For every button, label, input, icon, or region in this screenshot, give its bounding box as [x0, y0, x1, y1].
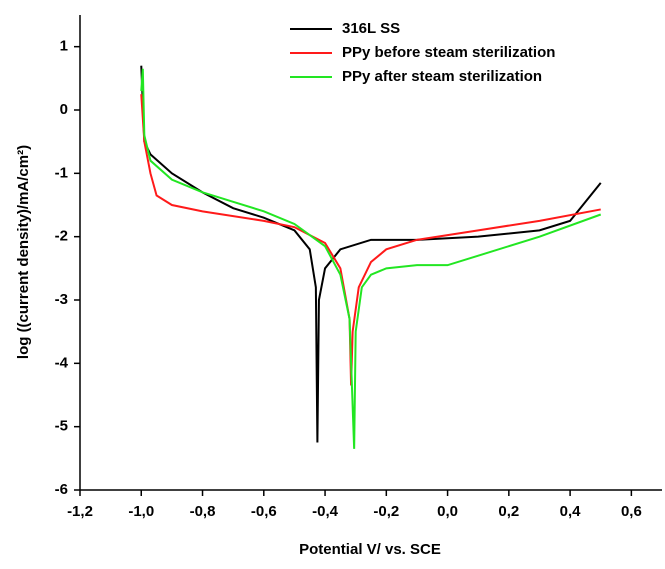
x-tick-label: -0,6 [251, 503, 277, 520]
y-tick-label: 1 [60, 38, 68, 55]
series-line [140, 65, 602, 443]
x-tick-label: 0,0 [437, 503, 458, 520]
series-line [140, 68, 602, 449]
legend-label: 316L SS [342, 20, 400, 37]
y-axis-label: log ((current density)/mA/cm²) [15, 145, 32, 359]
x-tick-label: -0,2 [373, 503, 399, 520]
y-tick-label: -4 [55, 354, 69, 371]
y-tick-label: -5 [55, 418, 68, 435]
legend-label: PPy before steam sterilization [342, 44, 555, 61]
y-tick-label: -6 [55, 481, 68, 498]
x-tick-label: -1,2 [67, 503, 93, 520]
y-tick-label: -3 [55, 291, 68, 308]
y-tick-label: 0 [60, 101, 68, 118]
x-tick-label: -0,4 [312, 503, 339, 520]
x-tick-label: 0,6 [621, 503, 642, 520]
y-tick-label: -1 [55, 164, 68, 181]
x-tick-label: 0,2 [498, 503, 519, 520]
x-tick-label: -1,0 [128, 503, 154, 520]
x-tick-label: 0,4 [560, 503, 582, 520]
legend-label: PPy after steam sterilization [342, 68, 542, 85]
x-tick-label: -0,8 [190, 503, 216, 520]
y-tick-label: -2 [55, 228, 68, 245]
x-axis-label: Potential V/ vs. SCE [299, 541, 441, 558]
